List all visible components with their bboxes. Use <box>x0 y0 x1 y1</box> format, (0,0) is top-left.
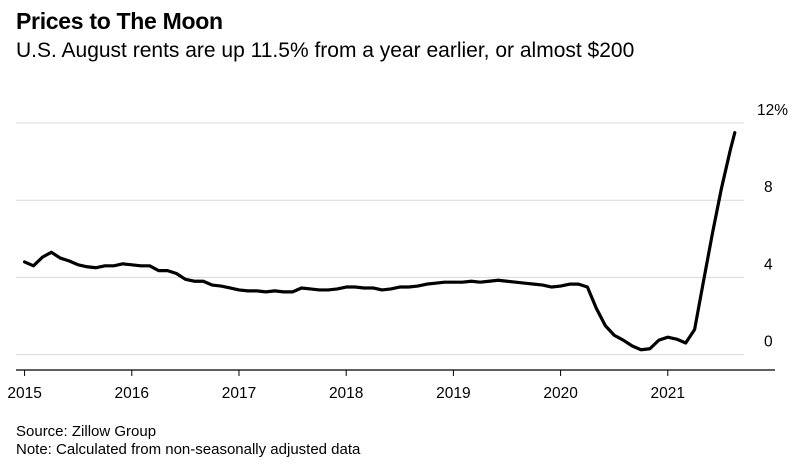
y-tick-label: 8 <box>764 179 773 196</box>
x-tick-label: 2017 <box>222 385 256 402</box>
x-tick-label: 2021 <box>651 385 685 402</box>
chart-subtitle: U.S. August rents are up 11.5% from a ye… <box>16 39 635 62</box>
x-tick-label: 2019 <box>436 385 470 402</box>
y-tick-label: 4 <box>764 256 773 273</box>
source-note: Source: Zillow Group <box>16 423 157 440</box>
x-tick-label: 2016 <box>115 385 149 402</box>
y-tick-label: 12% <box>757 102 788 119</box>
x-axis: 2015 2016 2017 2018 2019 2020 2021 <box>7 369 775 402</box>
methodology-note: Note: Calculated from non-seasonally adj… <box>16 441 361 458</box>
x-tick-label: 2020 <box>543 385 578 402</box>
gridlines <box>16 122 744 356</box>
series-line-rent-growth <box>22 131 737 352</box>
x-tick-label: 2018 <box>329 385 363 402</box>
series-layer <box>22 131 737 352</box>
y-tick-label: 0 <box>764 334 773 351</box>
y-axis-labels: 0 4 8 12% <box>757 102 788 351</box>
chart-title: Prices to The Moon <box>16 8 223 34</box>
x-tick-label: 2015 <box>7 385 41 402</box>
